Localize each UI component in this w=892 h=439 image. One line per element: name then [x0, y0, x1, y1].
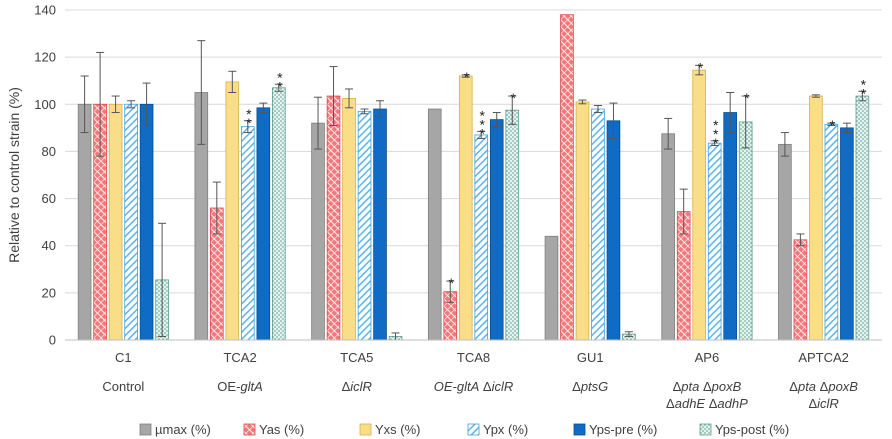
x-category-label: GU1 — [577, 350, 604, 365]
x-category-label: AP6 — [695, 350, 720, 365]
legend-label: µmax (%) — [155, 422, 211, 437]
bar — [809, 95, 823, 341]
bar — [591, 108, 605, 341]
genotype-label: Δpta ΔpoxB — [789, 379, 858, 394]
significance-marker: * — [449, 275, 455, 291]
bar — [139, 103, 154, 341]
genotype-label: ΔiclR — [808, 396, 838, 411]
bar — [738, 121, 753, 341]
y-tick-label: 40 — [42, 238, 56, 253]
genotype-label: ΔadhE ΔadhP — [666, 396, 748, 411]
bar — [560, 14, 574, 341]
genotype-label: ΔiclR — [342, 379, 372, 394]
bar — [489, 119, 504, 341]
y-tick-label: 20 — [42, 285, 56, 300]
genotype-label: Δpta ΔpoxB — [673, 379, 742, 394]
bar — [723, 112, 737, 341]
bar — [225, 81, 240, 341]
bar — [342, 97, 356, 341]
error-bars — [80, 40, 867, 341]
y-tick-label: 60 — [42, 191, 56, 206]
legend-swatch — [699, 423, 712, 436]
legend-label: Yps-pre (%) — [589, 422, 657, 437]
legend: µmax (%) Yas (%) Yxs (%) Ypx (%) Yps-pre (%)… — [139, 422, 789, 437]
x-category-label: TCA5 — [340, 350, 373, 365]
x-category-label: C1 — [115, 350, 132, 365]
bar — [505, 109, 520, 341]
bar — [793, 239, 808, 341]
bar — [311, 122, 325, 341]
bar — [427, 108, 442, 341]
legend-label: Yas (%) — [259, 422, 304, 437]
significance-marker: * — [830, 117, 836, 133]
bar — [124, 103, 138, 341]
y-tick-label: 0 — [49, 333, 56, 348]
x-axis-categories: C1 Control TCA2 OE-gltA TCA5 ΔiclR TCA8 OE-gltA… — [102, 350, 858, 411]
significance-marker: * — [511, 90, 517, 106]
significance-marker: * * — [277, 69, 283, 94]
genotype-label: OE-gltA — [217, 379, 263, 394]
gridlines — [65, 9, 882, 294]
x-category-label: TCA2 — [223, 350, 256, 365]
y-axis-title: Relative to control strain (%) — [6, 87, 22, 263]
legend-label: Yxs (%) — [375, 422, 421, 437]
y-tick-label: 100 — [34, 97, 56, 112]
bar — [840, 127, 854, 341]
bar — [661, 133, 675, 341]
bar — [474, 134, 489, 341]
bar — [272, 87, 286, 341]
significance-marker: * * * — [713, 117, 719, 151]
legend-label: Yps-post (%) — [715, 422, 789, 437]
bar — [575, 101, 590, 341]
genotype-label: OE-gltA ΔiclR — [434, 379, 513, 394]
y-tick-label: 80 — [42, 144, 56, 159]
bar — [256, 107, 271, 341]
bar — [692, 69, 706, 341]
bars — [77, 14, 870, 341]
legend-swatch — [139, 423, 152, 436]
legend-swatch — [359, 423, 372, 436]
x-category-label: APTCA2 — [798, 350, 849, 365]
bar — [458, 75, 473, 341]
bar — [544, 235, 559, 341]
bar — [326, 95, 341, 341]
bar — [824, 123, 839, 341]
bar — [373, 108, 387, 341]
bar — [606, 120, 621, 341]
significance-marker: * — [697, 59, 703, 75]
genotype-label: ΔptsG — [572, 379, 608, 394]
significance-marker: * * * — [480, 107, 486, 141]
significance-marker: * — [744, 90, 750, 106]
x-category-label: TCA8 — [457, 350, 490, 365]
y-axis-ticks: 0 20 40 60 80 100 120 140 — [34, 3, 56, 348]
legend-swatch — [573, 423, 586, 436]
significance-marker: * * — [246, 106, 252, 131]
genotype-label: Control — [102, 379, 144, 394]
bar — [855, 95, 870, 341]
y-tick-label: 140 — [34, 3, 56, 18]
significance-markers: * ** **** * **** * **** * — [246, 59, 867, 291]
y-tick-label: 120 — [34, 50, 56, 65]
bar — [77, 103, 92, 341]
legend-swatch — [243, 423, 256, 436]
bar — [357, 110, 372, 341]
bar — [241, 126, 255, 341]
bar — [707, 142, 722, 341]
bar — [778, 143, 792, 341]
bar — [108, 103, 123, 341]
legend-swatch — [467, 423, 480, 436]
significance-marker: * — [464, 69, 470, 85]
significance-marker: * * — [861, 76, 867, 101]
legend-label: Ypx (%) — [483, 422, 528, 437]
